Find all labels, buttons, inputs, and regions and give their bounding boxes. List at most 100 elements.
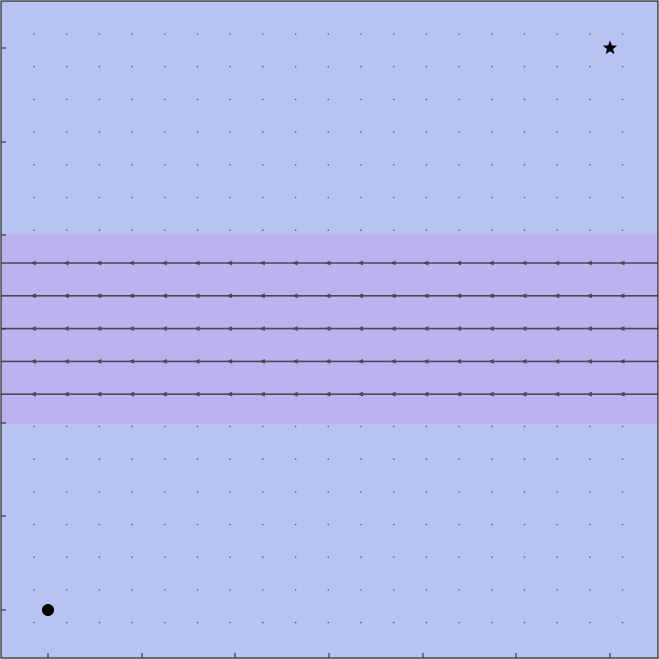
grid-dot bbox=[523, 425, 526, 428]
grid-dot bbox=[294, 425, 297, 428]
grid-dot bbox=[229, 523, 231, 526]
current-arrow bbox=[258, 293, 265, 299]
grid-dot bbox=[360, 65, 362, 68]
grid-dot bbox=[491, 164, 493, 166]
grid-dot bbox=[327, 33, 330, 35]
grid-dot bbox=[392, 491, 395, 493]
grid-dot bbox=[392, 65, 395, 68]
grid-dot bbox=[98, 98, 101, 101]
grid-dot bbox=[589, 523, 591, 526]
grid-dot bbox=[458, 229, 460, 231]
grid-dot bbox=[131, 164, 133, 166]
grid-dot bbox=[621, 491, 624, 493]
grid-dot bbox=[458, 556, 460, 558]
grid-dot bbox=[131, 131, 133, 133]
current-arrow bbox=[324, 293, 331, 299]
grid-dot bbox=[425, 196, 428, 199]
grid-dot bbox=[556, 98, 558, 101]
current-arrow bbox=[95, 359, 102, 364]
current-arrow bbox=[618, 260, 625, 266]
grid-dot bbox=[523, 458, 526, 460]
current-arrow bbox=[618, 293, 625, 299]
grid-dot bbox=[294, 33, 297, 35]
grid-dot bbox=[523, 196, 526, 199]
grid-dot bbox=[164, 425, 166, 428]
grid-dot bbox=[621, 98, 624, 101]
grid-dot bbox=[458, 33, 460, 35]
current-arrow bbox=[30, 293, 36, 299]
grid-dot bbox=[360, 33, 362, 35]
grid-dot bbox=[164, 98, 166, 101]
grid-dot bbox=[491, 229, 493, 231]
grid-dot bbox=[458, 196, 460, 199]
grid-dot bbox=[392, 98, 395, 101]
current-arrow bbox=[193, 391, 200, 397]
grid-dot bbox=[556, 458, 558, 460]
grid-dot bbox=[196, 65, 199, 68]
current-arrow bbox=[291, 326, 298, 331]
current-arrow bbox=[618, 326, 625, 331]
grid-dot bbox=[65, 229, 68, 231]
grid-dot bbox=[589, 65, 591, 68]
grid-dot bbox=[556, 589, 558, 591]
grid-dot bbox=[164, 229, 166, 231]
grid-dot bbox=[262, 589, 264, 591]
current-arrow bbox=[553, 293, 560, 299]
grid-dot bbox=[327, 164, 330, 166]
grid-dot bbox=[98, 491, 101, 493]
grid-dot bbox=[523, 131, 526, 133]
grid-dot bbox=[65, 425, 68, 428]
grid-dot bbox=[523, 589, 526, 591]
grid-dot bbox=[131, 556, 133, 558]
grid-dot bbox=[229, 491, 231, 493]
current-arrow bbox=[62, 391, 69, 397]
current-arrow bbox=[422, 391, 429, 397]
grid-dot bbox=[33, 131, 35, 133]
grid-dot bbox=[262, 621, 264, 624]
current-arrow bbox=[553, 391, 560, 397]
grid-dot bbox=[556, 621, 558, 624]
grid-dot bbox=[360, 589, 362, 591]
current-streamlines bbox=[1, 260, 658, 397]
grid-dot bbox=[589, 556, 591, 558]
grid-dot bbox=[556, 425, 558, 428]
grid-dot bbox=[229, 589, 231, 591]
grid-dot bbox=[131, 425, 133, 428]
grid-dot bbox=[556, 229, 558, 231]
current-arrow bbox=[128, 293, 135, 299]
grid-dot bbox=[589, 425, 591, 428]
grid-dot bbox=[425, 164, 428, 166]
grid-dot bbox=[262, 523, 264, 526]
grid-dot bbox=[360, 621, 362, 624]
current-arrow bbox=[455, 260, 462, 266]
current-arrow bbox=[553, 326, 560, 331]
current-arrow bbox=[389, 359, 396, 364]
current-arrow bbox=[226, 326, 233, 331]
current-arrow bbox=[30, 326, 36, 331]
grid-dot bbox=[294, 65, 297, 68]
grid-dot bbox=[196, 425, 199, 428]
grid-dot bbox=[556, 523, 558, 526]
grid-dot bbox=[262, 164, 264, 166]
current-arrow bbox=[160, 391, 167, 397]
grid-dot bbox=[294, 491, 297, 493]
grid-dot bbox=[556, 196, 558, 199]
current-arrow bbox=[487, 293, 494, 299]
current-arrow bbox=[553, 359, 560, 364]
start-circle-icon bbox=[42, 604, 54, 616]
current-arrow bbox=[193, 293, 200, 299]
grid-dot bbox=[98, 589, 101, 591]
grid-dot bbox=[491, 98, 493, 101]
grid-dot bbox=[491, 589, 493, 591]
grid-dot bbox=[131, 196, 133, 199]
grid-dot bbox=[131, 621, 133, 624]
grid-dot bbox=[589, 98, 591, 101]
grid-dot bbox=[556, 33, 558, 35]
grid-dot bbox=[556, 164, 558, 166]
grid-dot bbox=[392, 33, 395, 35]
grid-dot bbox=[458, 98, 460, 101]
current-arrow bbox=[258, 391, 265, 397]
goal-star-icon bbox=[602, 40, 618, 55]
grid-dot bbox=[621, 65, 624, 68]
grid-dot bbox=[98, 164, 101, 166]
